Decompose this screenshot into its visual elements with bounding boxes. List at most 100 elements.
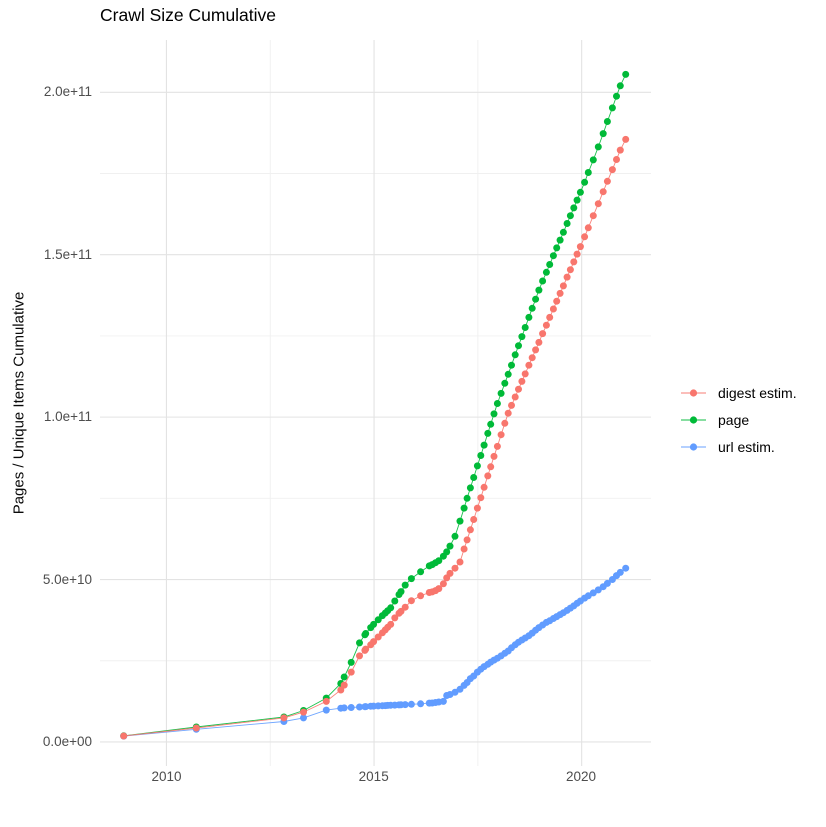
data-point [525,361,533,369]
data-point [542,268,550,276]
data-point [417,592,425,600]
data-point [576,188,584,196]
y-tick-label-2: 1.0e+11 [43,409,92,425]
data-point [439,580,447,588]
data-point [387,620,395,628]
data-point [559,228,567,236]
data-point [435,557,443,565]
data-point [439,697,447,705]
legend-key-digest-icon [681,388,706,397]
data-point [451,564,459,572]
data-point [518,377,526,385]
data-point [549,305,557,313]
data-point [356,652,363,660]
data-point [616,82,624,90]
data-point [347,668,355,676]
legend-item-digest-estim: digest estim. [680,379,797,406]
data-point [559,282,567,290]
data-point [573,250,581,258]
data-point [300,714,307,722]
data-point [616,568,624,576]
data-point [466,526,474,534]
data-point [362,703,370,711]
data-point [322,706,330,714]
data-point [490,452,498,460]
data-point [528,304,536,312]
data-point [613,156,620,163]
y-tick-label-1: 5.0e+10 [42,571,92,587]
data-point [603,177,611,185]
x-tick-label-2020: 2020 [565,769,597,784]
data-point [370,620,378,628]
data-point [473,462,481,470]
legend-label-digest-estim: digest estim. [718,384,797,401]
data-point [511,351,519,359]
data-point [576,243,584,251]
data-point [515,385,522,393]
data-point [535,338,543,346]
data-point [460,545,468,553]
legend-key-url-icon [681,442,706,451]
series-url-estim [120,564,630,740]
data-point [532,295,540,303]
data-point [603,579,611,587]
data-point [480,441,488,449]
data-point [391,614,399,622]
data-point [508,401,515,409]
data-point [549,252,557,260]
legend-item-url-estim: url estim. [680,433,797,460]
y-tick-label-4: 2.0e+11 [43,84,92,100]
chart-title: Crawl Size Cumulative [100,5,277,25]
data-point [589,156,597,164]
data-point [460,504,468,512]
data-point [446,569,454,577]
data-point [535,286,543,294]
data-point [525,313,533,321]
data-point [356,703,363,711]
data-point [594,143,602,151]
data-point [528,354,536,362]
data-point [616,146,624,154]
data-point [563,273,571,281]
data-point [340,681,348,689]
data-point [570,204,578,212]
y-tick-label-0: 0.0e+00 [42,734,92,750]
data-point [417,700,425,708]
data-point [556,236,564,244]
data-point [497,431,505,439]
data-point [487,420,495,428]
data-point [456,517,464,525]
data-point [466,484,474,492]
data-point [504,370,512,378]
data-point [497,389,505,397]
data-point [493,442,501,450]
data-point [553,244,561,252]
data-point [566,212,574,220]
legend: digest estim. page url estim. [680,379,797,460]
data-point [477,494,485,502]
data-point [300,708,307,716]
data-point [443,548,451,556]
data-point [480,483,488,491]
data-point [322,697,330,705]
data-point [589,212,597,220]
data-point [347,658,355,666]
series-line [123,139,627,737]
data-point [337,686,345,694]
data-point [599,130,607,138]
data-point [521,324,529,331]
data-point [622,135,630,143]
data-point [501,379,509,387]
data-point [521,370,529,378]
data-point [622,564,630,572]
data-point [493,400,501,407]
data-point [484,429,492,437]
data-point [584,224,592,232]
data-point [542,321,550,329]
data-point [356,639,363,647]
data-point [401,581,409,589]
data-point [362,630,370,637]
data-point [553,297,561,305]
data-point [490,410,498,418]
